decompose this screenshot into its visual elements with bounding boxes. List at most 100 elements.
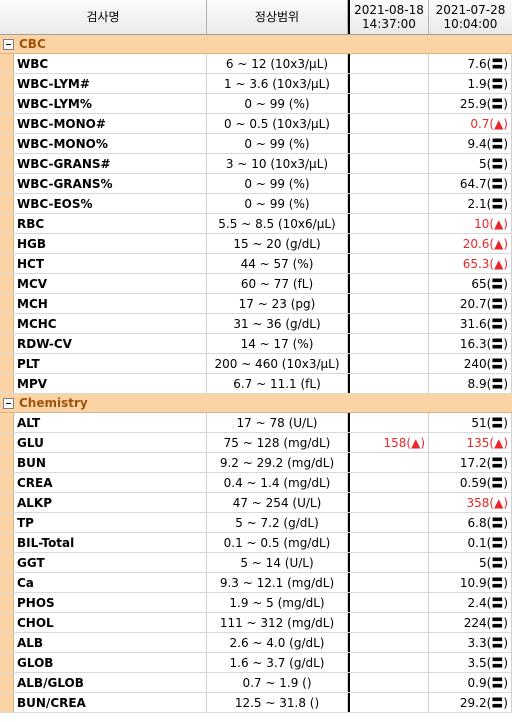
normal-range-cell[interactable]: 0 ~ 99 (%) (207, 94, 348, 113)
group-header-chemistry[interactable]: Chemistry (0, 394, 512, 413)
test-name-cell[interactable]: ALT (14, 413, 207, 432)
test-name-cell[interactable]: GLU (14, 433, 207, 452)
normal-range-cell[interactable]: 12.5 ~ 31.8 () (207, 693, 348, 712)
result-cell-date-2[interactable]: 2.1(〓) (429, 194, 512, 213)
result-cell-date-1[interactable] (348, 354, 429, 373)
result-cell-date-2[interactable]: 0.1(〓) (429, 533, 512, 552)
table-row[interactable]: ALB/GLOB 0.7 ~ 1.9 () 0.9(〓) (0, 673, 512, 693)
result-cell-date-2[interactable]: 1.9(〓) (429, 74, 512, 93)
normal-range-cell[interactable]: 60 ~ 77 (fL) (207, 274, 348, 293)
table-row[interactable]: BUN 9.2 ~ 29.2 (mg/dL) 17.2(〓) (0, 453, 512, 473)
result-cell-date-1[interactable] (348, 154, 429, 173)
result-cell-date-1[interactable] (348, 174, 429, 193)
table-row[interactable]: GLOB 1.6 ~ 3.7 (g/dL) 3.5(〓) (0, 653, 512, 673)
table-row[interactable]: ALT 17 ~ 78 (U/L) 51(〓) (0, 413, 512, 433)
test-name-cell[interactable]: MCHC (14, 314, 207, 333)
table-row[interactable]: WBC-LYM# 1 ~ 3.6 (10x3/μL) 1.9(〓) (0, 74, 512, 94)
normal-range-cell[interactable]: 1 ~ 3.6 (10x3/μL) (207, 74, 348, 93)
test-name-cell[interactable]: ALKP (14, 493, 207, 512)
result-cell-date-2[interactable]: 20.7(〓) (429, 294, 512, 313)
result-cell-date-2[interactable]: 5(〓) (429, 553, 512, 572)
result-cell-date-1[interactable] (348, 294, 429, 313)
result-cell-date-1[interactable] (348, 413, 429, 432)
result-cell-date-1[interactable] (348, 334, 429, 353)
normal-range-cell[interactable]: 0 ~ 99 (%) (207, 134, 348, 153)
result-cell-date-2[interactable]: 3.5(〓) (429, 653, 512, 672)
table-row[interactable]: CHOL 111 ~ 312 (mg/dL) 224(〓) (0, 613, 512, 633)
normal-range-cell[interactable]: 1.6 ~ 3.7 (g/dL) (207, 653, 348, 672)
result-cell-date-1[interactable] (348, 274, 429, 293)
test-name-cell[interactable]: BIL-Total (14, 533, 207, 552)
test-name-cell[interactable]: Ca (14, 573, 207, 592)
column-header-date-2[interactable]: 2021-07-28 10:04:00 (429, 0, 512, 34)
column-header-date-1[interactable]: 2021-08-18 14:37:00 (348, 0, 429, 34)
result-cell-date-2[interactable]: 135(▲) (429, 433, 512, 452)
test-name-cell[interactable]: CHOL (14, 613, 207, 632)
normal-range-cell[interactable]: 3 ~ 10 (10x3/μL) (207, 154, 348, 173)
normal-range-cell[interactable]: 6.7 ~ 11.1 (fL) (207, 374, 348, 393)
table-row[interactable]: ALKP 47 ~ 254 (U/L) 358(▲) (0, 493, 512, 513)
normal-range-cell[interactable]: 5 ~ 14 (U/L) (207, 553, 348, 572)
result-cell-date-2[interactable]: 8.9(〓) (429, 374, 512, 393)
result-cell-date-2[interactable]: 358(▲) (429, 493, 512, 512)
test-name-cell[interactable]: HCT (14, 254, 207, 273)
column-header-test-name[interactable]: 검사명 (0, 0, 207, 34)
result-cell-date-1[interactable] (348, 593, 429, 612)
test-name-cell[interactable]: BUN (14, 453, 207, 472)
test-name-cell[interactable]: RBC (14, 214, 207, 233)
test-name-cell[interactable]: PHOS (14, 593, 207, 612)
normal-range-cell[interactable]: 75 ~ 128 (mg/dL) (207, 433, 348, 452)
result-cell-date-2[interactable]: 2.4(〓) (429, 593, 512, 612)
result-cell-date-2[interactable]: 10.9(〓) (429, 573, 512, 592)
result-cell-date-1[interactable] (348, 513, 429, 532)
normal-range-cell[interactable]: 6 ~ 12 (10x3/μL) (207, 54, 348, 73)
test-name-cell[interactable]: MCV (14, 274, 207, 293)
test-name-cell[interactable]: ALB/GLOB (14, 673, 207, 692)
test-name-cell[interactable]: BUN/CREA (14, 693, 207, 712)
result-cell-date-1[interactable] (348, 374, 429, 393)
test-name-cell[interactable]: GLOB (14, 653, 207, 672)
result-cell-date-2[interactable]: 25.9(〓) (429, 94, 512, 113)
result-cell-date-1[interactable] (348, 453, 429, 472)
table-row[interactable]: GLU 75 ~ 128 (mg/dL) 158(▲) 135(▲) (0, 433, 512, 453)
test-name-cell[interactable]: WBC (14, 54, 207, 73)
result-cell-date-1[interactable]: 158(▲) (348, 433, 429, 452)
test-name-cell[interactable]: TP (14, 513, 207, 532)
normal-range-cell[interactable]: 200 ~ 460 (10x3/μL) (207, 354, 348, 373)
result-cell-date-1[interactable] (348, 693, 429, 712)
table-row[interactable]: BIL-Total 0.1 ~ 0.5 (mg/dL) 0.1(〓) (0, 533, 512, 553)
result-cell-date-1[interactable] (348, 234, 429, 253)
normal-range-cell[interactable]: 17 ~ 23 (pg) (207, 294, 348, 313)
normal-range-cell[interactable]: 15 ~ 20 (g/dL) (207, 234, 348, 253)
result-cell-date-2[interactable]: 17.2(〓) (429, 453, 512, 472)
normal-range-cell[interactable]: 0 ~ 99 (%) (207, 174, 348, 193)
normal-range-cell[interactable]: 0.4 ~ 1.4 (mg/dL) (207, 473, 348, 492)
normal-range-cell[interactable]: 0.1 ~ 0.5 (mg/dL) (207, 533, 348, 552)
test-name-cell[interactable]: WBC-GRANS# (14, 154, 207, 173)
normal-range-cell[interactable]: 5.5 ~ 8.5 (10x6/μL) (207, 214, 348, 233)
result-cell-date-2[interactable]: 3.3(〓) (429, 633, 512, 652)
table-row[interactable]: MCHC 31 ~ 36 (g/dL) 31.6(〓) (0, 314, 512, 334)
table-row[interactable]: MPV 6.7 ~ 11.1 (fL) 8.9(〓) (0, 374, 512, 394)
collapse-toggle-icon[interactable] (3, 397, 14, 409)
result-cell-date-2[interactable]: 0.7(▲) (429, 114, 512, 133)
table-row[interactable]: MCH 17 ~ 23 (pg) 20.7(〓) (0, 294, 512, 314)
result-cell-date-1[interactable] (348, 533, 429, 552)
table-row[interactable]: WBC-LYM% 0 ~ 99 (%) 25.9(〓) (0, 94, 512, 114)
normal-range-cell[interactable]: 9.2 ~ 29.2 (mg/dL) (207, 453, 348, 472)
result-cell-date-1[interactable] (348, 653, 429, 672)
result-cell-date-1[interactable] (348, 54, 429, 73)
result-cell-date-2[interactable]: 16.3(〓) (429, 334, 512, 353)
normal-range-cell[interactable]: 47 ~ 254 (U/L) (207, 493, 348, 512)
table-row[interactable]: WBC 6 ~ 12 (10x3/μL) 7.6(〓) (0, 54, 512, 74)
result-cell-date-1[interactable] (348, 613, 429, 632)
result-cell-date-1[interactable] (348, 114, 429, 133)
result-cell-date-2[interactable]: 31.6(〓) (429, 314, 512, 333)
normal-range-cell[interactable]: 2.6 ~ 4.0 (g/dL) (207, 633, 348, 652)
result-cell-date-2[interactable]: 0.59(〓) (429, 473, 512, 492)
table-row[interactable]: RDW-CV 14 ~ 17 (%) 16.3(〓) (0, 334, 512, 354)
normal-range-cell[interactable]: 5 ~ 7.2 (g/dL) (207, 513, 348, 532)
test-name-cell[interactable]: MPV (14, 374, 207, 393)
result-cell-date-1[interactable] (348, 673, 429, 692)
table-row[interactable]: GGT 5 ~ 14 (U/L) 5(〓) (0, 553, 512, 573)
